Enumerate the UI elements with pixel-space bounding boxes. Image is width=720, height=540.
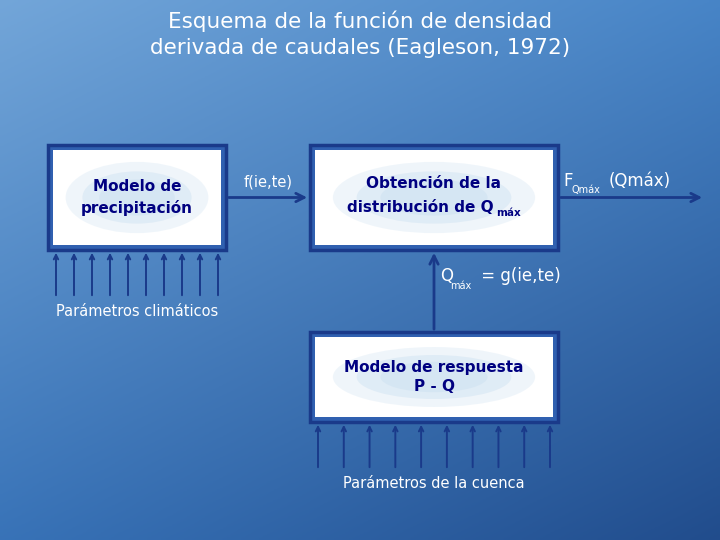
Ellipse shape — [356, 355, 511, 399]
Text: Modelo de respuesta
P - Q: Modelo de respuesta P - Q — [344, 360, 523, 394]
Text: Obtención de la: Obtención de la — [366, 176, 502, 191]
Text: f(ie,te): f(ie,te) — [243, 174, 292, 190]
Bar — [310, 145, 558, 250]
Ellipse shape — [82, 171, 192, 224]
Ellipse shape — [356, 171, 511, 224]
Bar — [53, 150, 221, 245]
Text: Parámetros climáticos: Parámetros climáticos — [56, 304, 218, 319]
Bar — [310, 332, 558, 422]
Text: Qmáx: Qmáx — [572, 186, 601, 195]
Ellipse shape — [380, 179, 487, 215]
Bar — [315, 337, 553, 417]
Text: = g(ie,te): = g(ie,te) — [476, 267, 561, 285]
Text: distribución de Q: distribución de Q — [347, 200, 493, 215]
Text: Q: Q — [440, 267, 453, 285]
Text: Parámetros de la cuenca: Parámetros de la cuenca — [343, 476, 525, 491]
Ellipse shape — [380, 362, 487, 392]
Text: Esquema de la función de densidad
derivada de caudales (Eagleson, 1972): Esquema de la función de densidad deriva… — [150, 10, 570, 58]
Ellipse shape — [333, 347, 535, 407]
Text: máx: máx — [450, 281, 472, 291]
Ellipse shape — [99, 179, 175, 215]
Text: (Qmáx): (Qmáx) — [609, 172, 671, 190]
Bar — [315, 150, 553, 245]
Ellipse shape — [333, 162, 535, 233]
Bar — [48, 145, 226, 250]
Text: Modelo de
precipitación: Modelo de precipitación — [81, 179, 193, 215]
Text: máx: máx — [496, 208, 521, 219]
Ellipse shape — [66, 162, 208, 233]
Text: F: F — [563, 172, 572, 190]
